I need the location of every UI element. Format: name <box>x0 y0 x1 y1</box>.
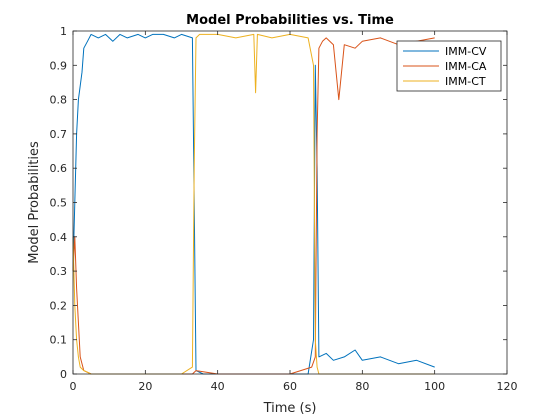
x-tick-label: 40 <box>211 380 225 393</box>
legend: IMM-CV IMM-CA IMM-CT <box>396 40 502 92</box>
y-axis-label: Model Probabilities <box>27 141 42 264</box>
x-tick-label: 0 <box>70 380 77 393</box>
x-tick-label: 20 <box>138 380 152 393</box>
y-tick-label: 0.2 <box>50 299 68 312</box>
legend-label-imm-ca: IMM-CA <box>445 60 487 73</box>
x-tick-label: 100 <box>424 380 445 393</box>
series-line-imm-ct <box>72 33 435 375</box>
y-tick-label: 0.5 <box>50 197 68 210</box>
legend-label-imm-ct: IMM-CT <box>445 75 486 88</box>
y-tick-label: 0.1 <box>50 334 68 347</box>
x-axis-label: Time (s) <box>263 401 317 416</box>
ticks-layer: 0 20 40 60 80 100 120 0 0.1 0.2 0.3 0.4 0.5 0.6 0.7 0.8… <box>50 25 518 393</box>
y-tick-label: 1 <box>60 25 67 38</box>
series-layer <box>72 33 435 375</box>
y-tick-label: 0.3 <box>50 265 68 278</box>
legend-label-imm-cv: IMM-CV <box>445 45 487 58</box>
x-tick-label: 60 <box>283 380 297 393</box>
y-tick-label: 0.8 <box>50 94 68 107</box>
y-tick-label: 0.6 <box>50 162 68 175</box>
y-tick-label: 0.4 <box>50 231 68 244</box>
y-tick-label: 0.7 <box>50 128 68 141</box>
chart-title: Model Probabilities vs. Time <box>186 13 394 28</box>
x-tick-label: 80 <box>355 380 369 393</box>
y-tick-label: 0.9 <box>50 59 68 72</box>
series-line-imm-ca <box>72 37 435 375</box>
y-tick-label: 0 <box>60 368 67 381</box>
x-tick-label: 120 <box>497 380 518 393</box>
